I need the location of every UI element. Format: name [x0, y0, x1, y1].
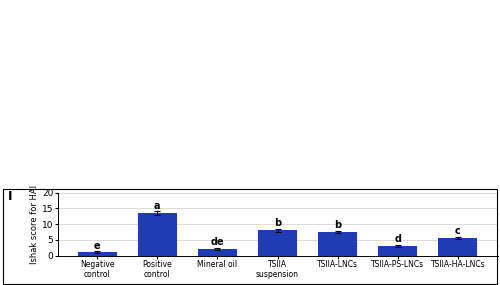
Text: a: a	[154, 201, 160, 211]
Text: b: b	[334, 220, 341, 230]
Bar	[258, 230, 297, 255]
Bar	[318, 232, 357, 255]
Bar	[438, 238, 478, 255]
Text: c: c	[455, 226, 461, 236]
Text: e: e	[94, 241, 100, 251]
Text: d: d	[394, 234, 402, 244]
Bar	[138, 213, 176, 255]
Y-axis label: Ishak score for HAI: Ishak score for HAI	[30, 184, 39, 264]
Bar	[78, 252, 116, 255]
Bar	[198, 249, 237, 255]
Text: b: b	[274, 218, 281, 228]
Text: de: de	[210, 237, 224, 247]
Text: I: I	[8, 190, 12, 203]
Bar	[378, 246, 418, 255]
